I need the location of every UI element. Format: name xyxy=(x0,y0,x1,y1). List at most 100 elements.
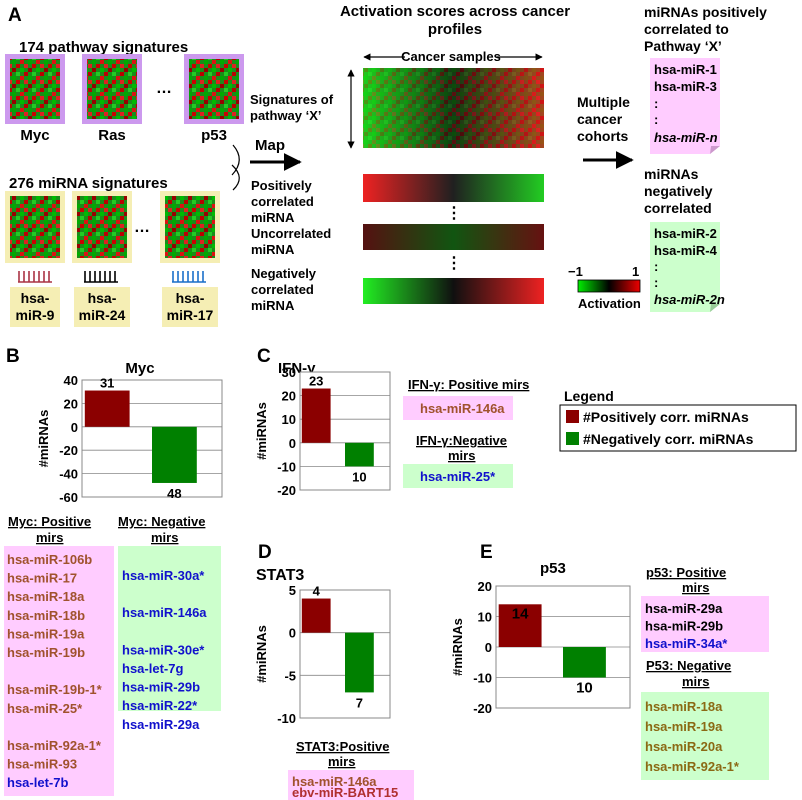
p53-neg-header-2: mirs xyxy=(682,674,709,689)
multiple-line3: cohorts xyxy=(577,128,629,144)
y-tick-label: -40 xyxy=(59,467,78,482)
negative-correlated-bar xyxy=(363,278,544,304)
stat3-pos-header-2: mirs xyxy=(328,754,355,769)
neg-title-3: correlated xyxy=(644,200,712,216)
y-axis-label: #miRNAs xyxy=(254,625,269,683)
mirna-item: hsa-miR-30a* xyxy=(122,568,205,583)
y-axis-label: #miRNAs xyxy=(36,410,51,468)
bar-negative xyxy=(345,632,374,693)
y-tick-label: 30 xyxy=(282,365,296,380)
legend-item-negative: #Negatively corr. miRNAs xyxy=(583,431,754,447)
mirna-17-prefix: hsa- xyxy=(176,290,205,306)
y-tick-label: -20 xyxy=(473,701,492,716)
ifn-neg-header-2: mirs xyxy=(448,448,475,463)
panel-c-label: C xyxy=(257,346,271,367)
y-tick-label: 10 xyxy=(478,610,492,625)
mirna-item: hsa-miR-34a* xyxy=(645,636,728,651)
legend-box xyxy=(559,404,797,452)
mirna-item: hsa-miR-20a xyxy=(645,739,723,754)
myc-pos-header-2: mirs xyxy=(36,530,63,545)
p53-neg-list: hsa-miR-18a hsa-miR-19a hsa-miR-20a hsa-miR… xyxy=(645,699,740,774)
mirna-item: hsa-miR-19a xyxy=(7,626,85,641)
mirna-item: hsa-miR-18a xyxy=(7,589,85,604)
data-label-positive: 14 xyxy=(512,605,529,622)
pathway-p53-label: p53 xyxy=(201,127,227,144)
uncorrelated-row-label-1: Uncorrelated xyxy=(251,226,331,241)
legend-swatch-positive xyxy=(566,410,579,423)
mirna-name-boxes xyxy=(10,287,218,327)
stat3-chart-title: STAT3 xyxy=(256,567,304,584)
neg-title-1: miRNAs xyxy=(644,166,699,182)
mirna-9-prefix: hsa- xyxy=(21,290,50,306)
y-tick-label: -20 xyxy=(277,483,296,498)
data-label-negative: 7 xyxy=(356,695,363,710)
y-tick-label: -60 xyxy=(59,490,78,505)
stat3-pos-item-1: hsa-miR-146a xyxy=(292,774,377,789)
ifn-neg-box xyxy=(403,464,513,488)
mirna-17-name: miR-17 xyxy=(167,307,214,323)
y-tick-label: 0 xyxy=(289,626,296,641)
stat3-pos-box-1 xyxy=(288,770,414,792)
mirna-ellipsis: … xyxy=(134,219,150,236)
pos-title-2: correlated to xyxy=(644,21,729,37)
p53-neg-header-1: P53: Negative xyxy=(646,658,731,673)
y-tick-label: 10 xyxy=(282,412,296,427)
ifn-pos-item: hsa-miR-146a xyxy=(420,401,505,416)
activation-title-line1: Activation scores across cancer xyxy=(340,3,570,20)
ifn-neg-header-1: IFN-γ:Negative xyxy=(416,433,507,448)
myc-neg-box xyxy=(118,546,221,711)
myc-pos-list: hsa-miR-106b hsa-miR-17 hsa-miR-18a hsa-miR… xyxy=(7,552,103,790)
mirna-item: hsa-miR-29a xyxy=(645,601,723,616)
mirna-item: hsa-miR-17 xyxy=(7,571,77,586)
activation-scale-label: Activation xyxy=(578,296,641,311)
y-tick-label: 0 xyxy=(71,420,78,435)
pos-item-1: hsa-miR-1 xyxy=(654,62,717,77)
p53-pos-header-1: p53: Positive xyxy=(646,565,726,580)
y-tick-label: -5 xyxy=(284,668,296,683)
myc-neg-header-2: mirs xyxy=(151,530,178,545)
panel-b-label: B xyxy=(6,346,20,367)
merge-bracket xyxy=(231,144,240,191)
myc-pos-header-1: Myc: Positive xyxy=(8,514,91,529)
vdots-2: ⋮ xyxy=(446,255,462,272)
myc-chart: 40 20 0 -20 -40 -60 #miRNAs 31 48 xyxy=(36,373,223,505)
panel-e-label: E xyxy=(480,542,493,563)
y-tick-label: 5 xyxy=(289,583,296,598)
uncorrelated-bar xyxy=(363,224,544,250)
negative-row-label-1: Negatively xyxy=(251,266,317,281)
y-tick-label: 40 xyxy=(64,373,78,388)
y-tick-label: 0 xyxy=(485,640,492,655)
signatures-label-line2: pathway ‘X’ xyxy=(250,108,322,123)
pos-item-3: : xyxy=(654,96,658,111)
y-axis-label: #miRNAs xyxy=(450,618,465,676)
p53-pos-header-2: mirs xyxy=(682,580,709,595)
stat3-pos-header-1: STAT3:Positive xyxy=(296,739,389,754)
pos-item-5: hsa-miR-n xyxy=(654,130,718,145)
positive-correlated-bar xyxy=(363,174,544,202)
data-label-positive: 23 xyxy=(309,374,323,389)
pathway-myc-label: Myc xyxy=(20,127,49,144)
bar-positive xyxy=(84,390,130,427)
mirna-item: hsa-miR-22* xyxy=(122,698,198,713)
myc-neg-header-1: Myc: Negative xyxy=(118,514,205,529)
mirna-item: hsa-let-7g xyxy=(122,661,183,676)
mirna-item: hsa-miR-30e* xyxy=(122,642,205,657)
bar-negative xyxy=(152,426,197,483)
scale-min: −1 xyxy=(568,264,583,279)
mirna-heatmaps xyxy=(5,191,220,263)
mirna-item: hsa-miR-18b xyxy=(7,608,85,623)
panel-a-label: A xyxy=(8,5,22,26)
neg-item-3: : xyxy=(654,259,658,274)
positive-row-label-1: Positively xyxy=(251,178,312,193)
mirna-item: hsa-miR-29b xyxy=(122,680,200,695)
multiple-line2: cancer xyxy=(577,111,623,127)
y-tick-label: 20 xyxy=(478,579,492,594)
data-label-positive: 31 xyxy=(100,376,114,391)
data-label-negative: 10 xyxy=(352,469,366,484)
bar-positive xyxy=(498,604,542,647)
mirna-item: hsa-miR-92a-1* xyxy=(7,738,102,753)
p53-pos-list: hsa-miR-29a hsa-miR-29b hsa-miR-34a* xyxy=(645,601,728,651)
bar-negative xyxy=(345,442,374,467)
neg-item-5: hsa-miR-2n xyxy=(654,292,725,307)
vdots-1: ⋮ xyxy=(446,205,462,222)
